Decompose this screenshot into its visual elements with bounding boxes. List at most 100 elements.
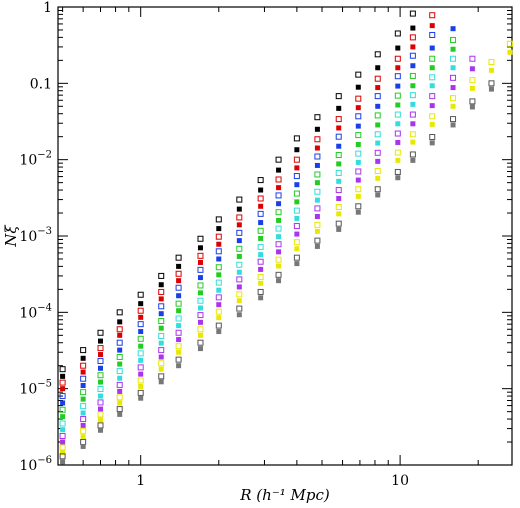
data-point bbox=[59, 453, 66, 460]
data-point bbox=[257, 227, 264, 234]
series-13 bbox=[60, 49, 513, 456]
series-3 bbox=[60, 23, 435, 392]
data-point bbox=[375, 192, 381, 198]
data-point bbox=[276, 167, 282, 173]
data-point bbox=[410, 63, 416, 69]
data-point bbox=[215, 322, 222, 329]
data-point bbox=[258, 235, 264, 241]
data-point bbox=[488, 67, 494, 73]
data-point bbox=[450, 65, 456, 71]
data-point bbox=[236, 196, 243, 203]
data-point bbox=[469, 55, 476, 62]
data-point bbox=[395, 65, 401, 71]
data-point bbox=[294, 261, 300, 267]
data-point bbox=[158, 354, 164, 360]
data-point bbox=[429, 134, 436, 141]
data-point bbox=[450, 74, 457, 81]
data-point bbox=[374, 51, 381, 58]
data-point bbox=[80, 434, 86, 440]
data-point bbox=[258, 187, 264, 193]
data-point bbox=[158, 272, 165, 279]
data-point bbox=[275, 256, 282, 263]
data-point bbox=[450, 116, 457, 123]
data-point bbox=[335, 203, 342, 210]
data-point bbox=[236, 206, 242, 212]
data-point bbox=[215, 264, 222, 271]
data-point bbox=[429, 74, 436, 81]
data-point bbox=[236, 305, 243, 312]
data-point bbox=[97, 372, 104, 379]
data-point bbox=[138, 343, 144, 349]
data-point bbox=[429, 83, 435, 89]
data-point bbox=[197, 339, 204, 346]
data-point bbox=[410, 83, 416, 89]
data-point bbox=[137, 321, 144, 328]
x-tick-label: 10 bbox=[391, 473, 409, 489]
data-point bbox=[98, 338, 104, 344]
data-point bbox=[80, 410, 86, 416]
data-point bbox=[216, 315, 222, 321]
data-point bbox=[176, 349, 182, 355]
data-point bbox=[335, 220, 342, 227]
data-point bbox=[97, 411, 104, 418]
data-point bbox=[98, 406, 104, 412]
data-point bbox=[293, 207, 300, 214]
data-point bbox=[294, 215, 300, 221]
data-point bbox=[429, 12, 436, 19]
data-point bbox=[175, 254, 182, 261]
data-point bbox=[409, 10, 416, 17]
data-point bbox=[395, 157, 401, 163]
data-point bbox=[294, 165, 300, 171]
data-point bbox=[395, 83, 401, 89]
data-point bbox=[116, 368, 123, 375]
y-tick-label: 10−2 bbox=[19, 150, 52, 169]
data-point bbox=[216, 256, 222, 262]
data-point bbox=[215, 233, 222, 240]
data-point bbox=[469, 98, 476, 105]
data-point bbox=[293, 156, 300, 163]
data-point bbox=[410, 44, 416, 50]
data-point bbox=[97, 358, 104, 365]
data-point bbox=[116, 381, 123, 388]
data-point bbox=[335, 116, 342, 123]
data-point bbox=[197, 259, 203, 265]
data-point bbox=[176, 308, 182, 314]
data-point bbox=[450, 103, 456, 109]
data-point bbox=[374, 93, 381, 100]
data-point bbox=[395, 139, 401, 145]
data-point bbox=[336, 211, 342, 217]
data-point bbox=[138, 314, 144, 320]
data-point bbox=[97, 422, 104, 429]
data-point bbox=[59, 432, 66, 439]
data-point bbox=[275, 241, 282, 248]
data-point bbox=[294, 147, 300, 153]
data-point bbox=[314, 228, 320, 234]
data-point bbox=[158, 373, 165, 380]
data-point bbox=[60, 386, 66, 392]
data-point bbox=[117, 388, 123, 394]
data-point bbox=[314, 145, 320, 151]
data-point bbox=[80, 355, 86, 361]
data-point bbox=[117, 319, 123, 325]
series-0 bbox=[59, 10, 416, 373]
data-point bbox=[429, 113, 436, 120]
data-point bbox=[394, 55, 401, 62]
data-point bbox=[215, 248, 222, 255]
data-point bbox=[409, 34, 416, 41]
data-point bbox=[236, 261, 243, 268]
data-point bbox=[336, 125, 342, 131]
data-points bbox=[59, 10, 513, 465]
data-point bbox=[137, 291, 144, 298]
data-point bbox=[97, 386, 104, 392]
data-point bbox=[293, 223, 300, 230]
data-point bbox=[450, 122, 456, 128]
data-point bbox=[236, 291, 243, 298]
y-tick-label: 10−5 bbox=[19, 379, 52, 398]
data-point bbox=[336, 226, 342, 232]
data-point bbox=[394, 111, 401, 118]
data-point bbox=[137, 335, 144, 342]
data-point bbox=[429, 121, 435, 127]
data-point bbox=[293, 135, 300, 142]
data-point bbox=[409, 92, 416, 99]
data-point bbox=[98, 352, 104, 358]
